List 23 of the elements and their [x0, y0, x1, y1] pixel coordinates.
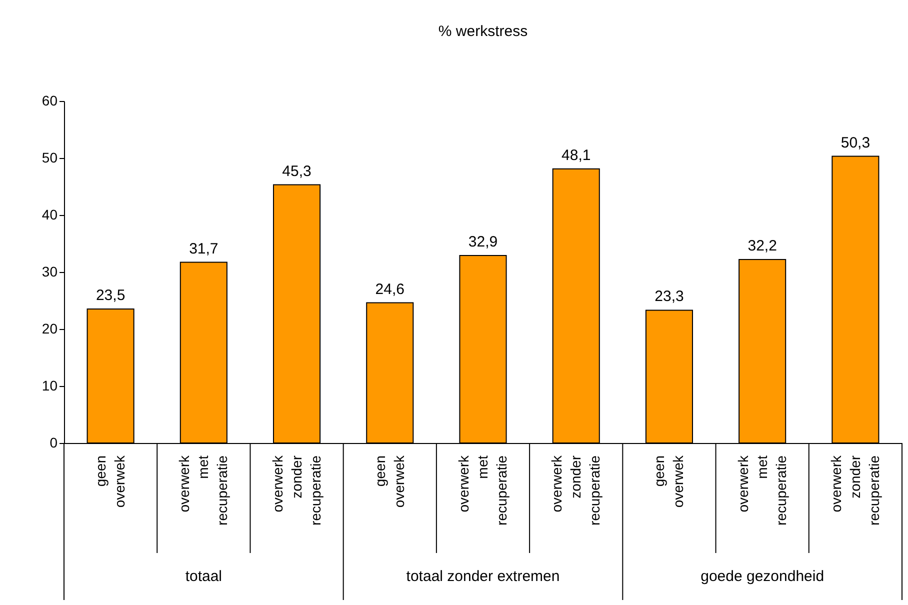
data-label: 31,7: [189, 240, 218, 258]
y-tick-label: 30: [42, 264, 58, 280]
x-tick-label: geen overwek: [651, 454, 686, 508]
data-label: 32,9: [468, 233, 498, 250]
y-tick-label: 20: [42, 320, 58, 336]
data-label: 45,3: [282, 162, 312, 180]
y-tick-label: 40: [42, 206, 58, 222]
data-label: 50,3: [840, 134, 870, 152]
chart-title: % werkstress: [438, 23, 528, 40]
text: goede gezondheid: [700, 568, 824, 585]
y-tick-label: 0: [50, 434, 58, 450]
data-label: 48,1: [562, 146, 591, 164]
y-tick-label: 50: [42, 150, 58, 166]
data-label: 24,6: [375, 280, 404, 298]
text: totaal: [185, 568, 222, 585]
x-tick-label: geen overwek: [92, 454, 128, 508]
data-label: 32,2: [748, 237, 777, 254]
y-tick-label: 10: [42, 378, 58, 394]
x-tick-label: geen overwek: [372, 454, 407, 508]
data-label: 23,3: [654, 288, 684, 306]
y-tick-label: 60: [42, 92, 58, 108]
data-label: 23,5: [96, 287, 126, 304]
text: totaal zonder extremen: [406, 568, 560, 585]
